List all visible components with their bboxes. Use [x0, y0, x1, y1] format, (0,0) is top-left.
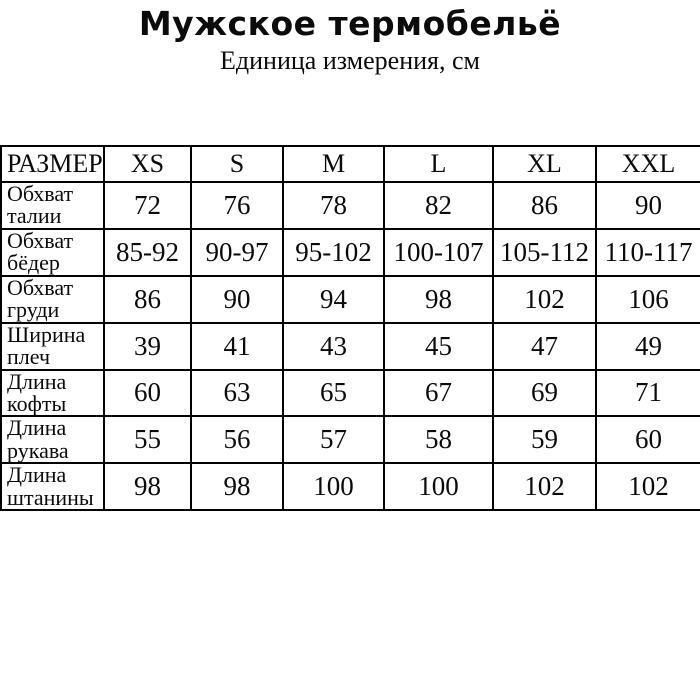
cell-value: 60: [103, 368, 192, 418]
cell-value: 90: [595, 181, 700, 230]
table-row-sleeve-length: Длина рукава 55 56 57 58 59 60: [0, 415, 700, 465]
cell-value: 86: [492, 181, 597, 230]
table-row-shoulders: Ширина плеч 39 41 43 45 47 49: [0, 321, 700, 371]
cell-value: 98: [383, 274, 494, 324]
cell-value: 56: [190, 415, 284, 465]
cell-value: 67: [383, 368, 494, 418]
cell-value: 47: [492, 321, 597, 371]
cell-value: 55: [103, 415, 192, 465]
cell-value: 90: [190, 274, 284, 324]
page-subtitle: Единица измерения, см: [220, 46, 480, 75]
row-label: Длина штанины: [0, 462, 105, 512]
cell-value: 100-107: [383, 227, 494, 277]
cell-value: 39: [103, 321, 192, 371]
table-row-pant-leg-length: Длина штанины 98 98 100 100 102 102: [0, 462, 700, 512]
cell-value: 60: [595, 415, 700, 465]
table-row-waist: Обхват талии 72 76 78 82 86 90: [0, 181, 700, 230]
cell-value: 100: [282, 462, 385, 512]
cell-value: 94: [282, 274, 385, 324]
cell-value: 85-92: [103, 227, 192, 277]
row-label: Ширина плеч: [0, 321, 105, 371]
cell-value: 57: [282, 415, 385, 465]
cell-value: 98: [103, 462, 192, 512]
header-size-xs: XS: [103, 145, 192, 183]
header-size-xl: XL: [492, 145, 597, 183]
size-table: РАЗМЕР XS S M L XL XXL Обхват талии 72 7…: [0, 145, 700, 512]
cell-value: 102: [492, 462, 597, 512]
cell-value: 71: [595, 368, 700, 418]
header-size-l: L: [383, 145, 494, 183]
table-row-hips: Обхват бёдер 85-92 90-97 95-102 100-107 …: [0, 227, 700, 277]
cell-value: 105-112: [492, 227, 597, 277]
cell-value: 106: [595, 274, 700, 324]
page-title: Мужское термобельё: [138, 4, 562, 43]
cell-value: 82: [383, 181, 494, 230]
cell-value: 72: [103, 181, 192, 230]
cell-value: 86: [103, 274, 192, 324]
header-size-s: S: [190, 145, 284, 183]
cell-value: 78: [282, 181, 385, 230]
table-header-row: РАЗМЕР XS S M L XL XXL: [0, 145, 700, 183]
table-row-chest: Обхват груди 86 90 94 98 102 106: [0, 274, 700, 324]
cell-value: 90-97: [190, 227, 284, 277]
cell-value: 98: [190, 462, 284, 512]
cell-value: 102: [595, 462, 700, 512]
cell-value: 58: [383, 415, 494, 465]
row-label: Длина рукава: [0, 415, 105, 465]
cell-value: 41: [190, 321, 284, 371]
cell-value: 59: [492, 415, 597, 465]
cell-value: 95-102: [282, 227, 385, 277]
cell-value: 69: [492, 368, 597, 418]
header-size-xxl: XXL: [595, 145, 700, 183]
row-label: Обхват груди: [0, 274, 105, 324]
cell-value: 45: [383, 321, 494, 371]
row-label: Обхват бёдер: [0, 227, 105, 277]
cell-value: 65: [282, 368, 385, 418]
cell-value: 100: [383, 462, 494, 512]
cell-value: 76: [190, 181, 284, 230]
cell-value: 43: [282, 321, 385, 371]
cell-value: 63: [190, 368, 284, 418]
row-label: Длина кофты: [0, 368, 105, 418]
cell-value: 102: [492, 274, 597, 324]
table-row-top-length: Длина кофты 60 63 65 67 69 71: [0, 368, 700, 418]
cell-value: 110-117: [595, 227, 700, 277]
row-label: Обхват талии: [0, 181, 105, 230]
header-size-label: РАЗМЕР: [0, 145, 105, 183]
header-size-m: M: [282, 145, 385, 183]
cell-value: 49: [595, 321, 700, 371]
